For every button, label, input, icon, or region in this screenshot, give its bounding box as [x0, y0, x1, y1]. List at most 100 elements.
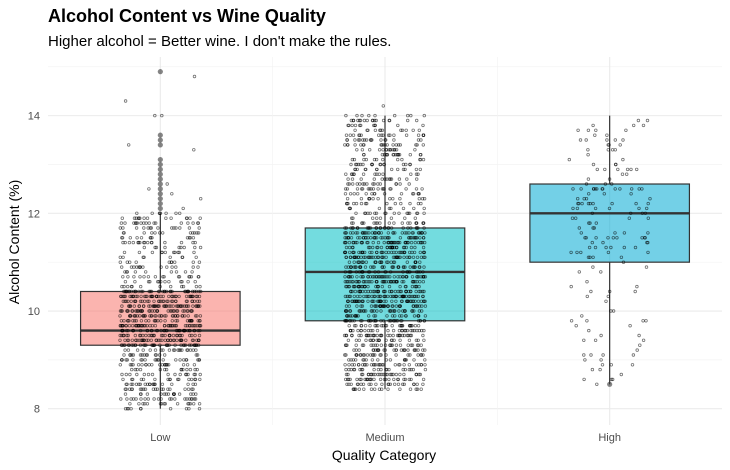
- jitter-point: [378, 260, 382, 264]
- jitter-point: [141, 314, 145, 318]
- jitter-point: [369, 377, 374, 382]
- jitter-point: [135, 236, 139, 240]
- jitter-point: [404, 289, 408, 294]
- jitter-point: [600, 363, 605, 367]
- jitter-point: [138, 240, 142, 245]
- jitter-point: [344, 236, 349, 240]
- jitter-point: [576, 196, 580, 201]
- jitter-point: [169, 338, 173, 342]
- jitter-point: [371, 353, 375, 357]
- jitter-point: [407, 299, 411, 303]
- jitter-point: [398, 338, 402, 342]
- jitter-point: [385, 372, 389, 377]
- jitter-point: [396, 157, 400, 162]
- jitter-point: [145, 402, 150, 406]
- jitter-point: [394, 143, 398, 147]
- jitter-point: [158, 343, 162, 347]
- jitter-point: [379, 143, 383, 147]
- jitter-point: [159, 397, 163, 401]
- jitter-point: [396, 319, 400, 323]
- jitter-point: [133, 289, 138, 294]
- jitter-point: [368, 187, 372, 191]
- jitter-point: [130, 353, 134, 357]
- jitter-point: [359, 319, 363, 323]
- jitter-point: [174, 299, 178, 303]
- jitter-point: [372, 314, 376, 318]
- jitter-point: [378, 372, 382, 377]
- jitter-point: [392, 138, 396, 142]
- jitter-point: [392, 309, 397, 313]
- jitter-point: [154, 328, 159, 333]
- jitter-point: [403, 377, 408, 382]
- jitter-point: [373, 123, 377, 128]
- jitter-point: [586, 255, 591, 259]
- jitter-point: [605, 133, 609, 137]
- jitter-point: [414, 338, 419, 342]
- jitter-point: [355, 304, 359, 308]
- jitter-point: [407, 255, 411, 259]
- jitter-point: [124, 328, 129, 333]
- jitter-point: [401, 226, 405, 230]
- jitter-point: [381, 104, 385, 108]
- jitter-point: [191, 387, 195, 391]
- jitter-point: [184, 407, 189, 411]
- jitter-point: [366, 275, 370, 279]
- jitter-point: [170, 289, 174, 294]
- jitter-point: [388, 275, 392, 279]
- jitter-point: [169, 304, 173, 308]
- jitter-point: [153, 275, 158, 279]
- jitter-point: [380, 128, 385, 132]
- jitter-point: [373, 211, 377, 215]
- jitter-point: [159, 387, 164, 391]
- jitter-point: [161, 387, 165, 391]
- jitter-point: [421, 294, 425, 299]
- jitter-point: [371, 255, 375, 259]
- outlier-point: [157, 171, 163, 177]
- jitter-point: [365, 118, 369, 123]
- jitter-point: [357, 338, 361, 342]
- x-axis-title: Quality Category: [332, 447, 436, 463]
- jitter-point: [364, 260, 368, 264]
- jitter-point: [162, 392, 166, 396]
- jitter-point: [415, 143, 419, 147]
- jitter-point: [118, 363, 122, 367]
- jitter-point: [414, 363, 419, 367]
- jitter-layer: [118, 74, 652, 411]
- jitter-point: [344, 377, 348, 382]
- jitter-point: [392, 348, 396, 352]
- jitter-point: [179, 280, 183, 284]
- jitter-point: [404, 128, 408, 132]
- jitter-point: [408, 294, 412, 299]
- jitter-point: [127, 324, 132, 328]
- y-axis-title: Alcohol Content (%): [6, 180, 22, 305]
- jitter-point: [409, 299, 413, 303]
- jitter-point: [387, 221, 391, 225]
- jitter-point: [348, 192, 353, 196]
- jitter-point: [198, 319, 202, 323]
- jitter-point: [348, 309, 353, 313]
- jitter-point: [416, 348, 420, 352]
- jitter-point: [646, 250, 650, 255]
- jitter-point: [163, 363, 167, 367]
- jitter-point: [360, 187, 364, 191]
- jitter-point: [150, 333, 154, 338]
- jitter-point: [193, 333, 197, 338]
- jitter-point: [393, 314, 397, 318]
- jitter-point: [168, 387, 172, 391]
- jitter-point: [139, 358, 143, 362]
- jitter-point: [181, 367, 185, 372]
- jitter-point: [384, 275, 388, 279]
- jitter-point: [344, 255, 348, 259]
- jitter-point: [140, 338, 144, 342]
- jitter-point: [398, 143, 402, 147]
- jitter-point: [184, 372, 188, 377]
- jitter-point: [160, 382, 165, 386]
- jitter-point: [157, 353, 162, 357]
- jitter-point: [376, 240, 381, 245]
- jitter-point: [351, 133, 356, 137]
- jitter-point: [392, 211, 396, 215]
- jitter-point: [191, 265, 195, 269]
- jitter-point: [397, 250, 402, 255]
- jitter-point: [171, 333, 176, 338]
- jitter-point: [384, 148, 388, 152]
